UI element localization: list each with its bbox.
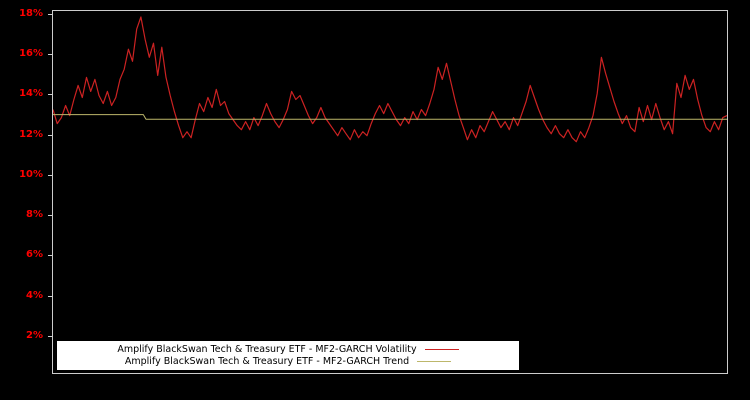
legend-line-sample-volatility (424, 348, 459, 350)
y-tick-mark (48, 134, 52, 136)
y-tick-label: 8% (26, 209, 43, 221)
y-tick-mark (48, 14, 52, 16)
y-axis: 2% 4% 6% 8% 10% 12% 14% 16% 18% (0, 8, 52, 374)
series-line (53, 16, 727, 143)
y-tick-label: 2% (26, 329, 43, 341)
y-tick-mark (48, 295, 52, 297)
y-tick-label: 12% (19, 128, 43, 140)
legend-item-volatility: Amplify BlackSwan Tech & Treasury ETF - … (57, 343, 519, 355)
legend-label-volatility: Amplify BlackSwan Tech & Treasury ETF - … (117, 343, 417, 355)
legend: Amplify BlackSwan Tech & Treasury ETF - … (57, 341, 519, 370)
y-tick-mark (48, 215, 52, 217)
y-tick-mark (48, 255, 52, 257)
y-tick-mark (48, 335, 52, 337)
y-tick-label: 18% (19, 8, 43, 20)
legend-item-trend: Amplify BlackSwan Tech & Treasury ETF - … (57, 355, 519, 367)
plot-area: Amplify BlackSwan Tech & Treasury ETF - … (52, 10, 728, 374)
y-tick-mark (48, 94, 52, 96)
series-line (53, 114, 727, 120)
y-tick-label: 10% (19, 168, 43, 180)
y-tick-mark (48, 54, 52, 56)
y-tick-label: 16% (19, 48, 43, 60)
legend-line-sample-trend (417, 360, 452, 362)
legend-label-trend: Amplify BlackSwan Tech & Treasury ETF - … (124, 355, 410, 367)
y-tick-label: 4% (26, 289, 43, 301)
line-chart (53, 16, 727, 143)
y-tick-mark (48, 174, 52, 176)
y-tick-label: 14% (19, 88, 43, 100)
y-tick-label: 6% (26, 249, 43, 261)
